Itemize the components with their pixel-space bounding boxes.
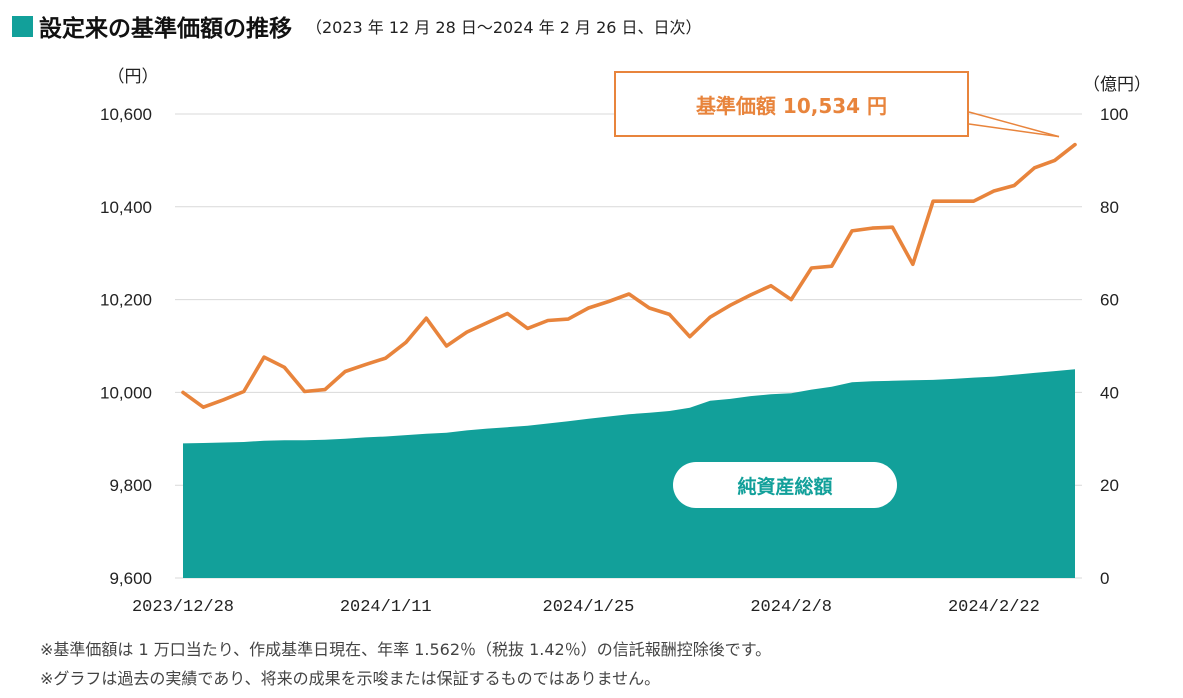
nav-point — [769, 284, 773, 288]
nav-point — [992, 189, 996, 193]
nav-point — [951, 199, 955, 203]
nav-point — [607, 300, 611, 303]
nav-point — [404, 340, 408, 344]
nav-point — [384, 356, 388, 360]
net-assets-label: 純資産総額 — [673, 462, 897, 508]
nav-point — [850, 229, 854, 233]
footnote-2: ※グラフは過去の実績であり、将来の成果を示唆または保証するものではありません。 — [40, 669, 661, 688]
y-right-tick-label: 60 — [1100, 291, 1119, 310]
nav-point — [222, 398, 225, 402]
nav-point — [830, 264, 834, 268]
nav-point — [1053, 158, 1057, 162]
nav-point — [1033, 166, 1036, 170]
nav-callout-text: 基準価額 10,534 円 — [695, 93, 888, 118]
chart-subtitle: （2023 年 12 月 28 日～2024 年 2 月 26 日、日次） — [306, 18, 702, 37]
nav-point — [424, 316, 428, 320]
nav-point — [282, 365, 286, 369]
nav-point — [526, 326, 530, 330]
nav-point — [789, 298, 793, 302]
y-left-tick-label: 9,800 — [109, 476, 152, 495]
nav-point — [465, 330, 469, 334]
y-left-tick-label: 9,600 — [109, 569, 152, 588]
nav-point — [668, 312, 671, 316]
label-layer: 9,600 9,800 10,000 10,200 10,400 10,600 0 20 40 6… — [100, 67, 1151, 617]
nav-point — [546, 319, 550, 322]
x-tick-label: 2024/2/8 — [750, 598, 832, 617]
nav-point — [343, 370, 347, 373]
x-tick-label: 2023/12/28 — [132, 598, 234, 617]
nav-point — [870, 226, 874, 230]
y-left-tick-label: 10,200 — [100, 291, 152, 310]
nav-point — [323, 388, 327, 392]
x-tick-label: 2024/1/11 — [340, 598, 432, 617]
y-right-tick-label: 40 — [1100, 383, 1119, 402]
y-right-tick-label: 80 — [1100, 198, 1119, 217]
nav-point — [1012, 184, 1016, 187]
nav-point — [627, 292, 631, 296]
nav-point — [201, 405, 205, 409]
y-right-tick-label: 0 — [1100, 569, 1109, 588]
nav-point — [810, 266, 813, 270]
nav-point — [891, 225, 894, 229]
nav-point — [303, 390, 307, 393]
x-tick-label: 2024/1/25 — [543, 598, 635, 617]
y-right-unit-label: （億円） — [1083, 75, 1151, 95]
nav-point — [911, 262, 915, 266]
y-right-tick-label: 100 — [1100, 105, 1128, 124]
nav-point — [242, 390, 246, 393]
net-assets-area — [183, 369, 1075, 578]
nav-point — [505, 312, 509, 315]
y-right-tick-label: 20 — [1100, 476, 1119, 495]
y-left-tick-label: 10,400 — [100, 198, 152, 217]
line-layer — [181, 142, 1077, 410]
nav-point — [647, 306, 651, 310]
nav-point — [728, 303, 732, 307]
nav-point — [445, 344, 448, 348]
callout-leader-line — [968, 111, 1060, 138]
nav-point — [566, 317, 570, 321]
y-left-unit-label: （円） — [108, 67, 159, 87]
nav-point — [708, 315, 712, 319]
callout-leader-line — [968, 123, 1060, 138]
x-tick-label: 2024/2/22 — [948, 598, 1040, 617]
area-layer — [183, 369, 1075, 578]
y-left-tick-label: 10,000 — [100, 383, 152, 402]
nav-point — [587, 306, 590, 310]
nav-point — [972, 199, 976, 203]
nav-point — [364, 363, 367, 367]
nav-point — [688, 335, 692, 339]
nav-point — [262, 355, 266, 359]
chart-title-row: 設定来の基準価額の推移 （2023 年 12 月 28 日～2024 年 2 月… — [12, 8, 702, 44]
footnote-1: ※基準価額は 1 万口当たり、作成基準日現在、年率 1.562％（税抜 1.42… — [40, 640, 772, 659]
nav-line — [181, 142, 1077, 410]
y-left-tick-label: 10,600 — [100, 105, 152, 124]
net-assets-label-text: 純資産総額 — [737, 475, 833, 498]
nav-point — [931, 199, 935, 203]
nav-point — [1073, 143, 1077, 147]
chart-title: 設定来の基準価額の推移 — [39, 16, 292, 42]
title-marker-square — [12, 15, 33, 37]
nav-callout: 基準価額 10,534 円 — [614, 71, 969, 137]
nav-point — [181, 390, 185, 394]
nav-point — [749, 293, 753, 297]
nav-point — [485, 321, 489, 325]
nav-chart: 9,600 9,800 10,000 10,200 10,400 10,600 0 20 40 6… — [100, 67, 1151, 617]
